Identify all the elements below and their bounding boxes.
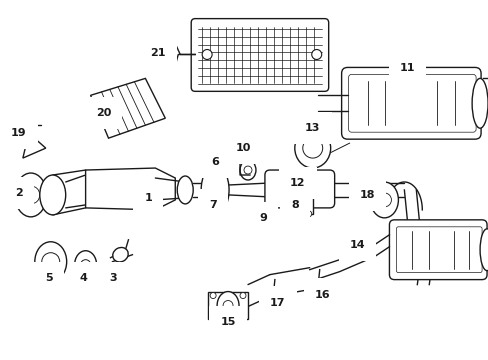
- Ellipse shape: [40, 175, 65, 215]
- Text: 13: 13: [305, 123, 320, 140]
- Text: 2: 2: [15, 188, 26, 198]
- FancyBboxPatch shape: [341, 67, 480, 139]
- Circle shape: [290, 195, 306, 211]
- Ellipse shape: [35, 242, 66, 282]
- Circle shape: [311, 50, 321, 59]
- Text: 11: 11: [391, 63, 414, 82]
- Ellipse shape: [370, 182, 398, 218]
- Text: 4: 4: [80, 267, 87, 283]
- Ellipse shape: [240, 160, 255, 180]
- Ellipse shape: [201, 165, 228, 215]
- Bar: [208, 292, 247, 319]
- Ellipse shape: [113, 247, 128, 262]
- Text: 1: 1: [144, 190, 153, 203]
- Circle shape: [244, 166, 251, 174]
- Circle shape: [302, 138, 322, 158]
- Text: 6: 6: [211, 157, 225, 168]
- Ellipse shape: [471, 78, 487, 128]
- Text: 20: 20: [96, 108, 116, 118]
- Circle shape: [81, 260, 90, 270]
- Circle shape: [210, 312, 216, 319]
- Text: 16: 16: [314, 285, 330, 300]
- Circle shape: [305, 211, 311, 217]
- Text: 12: 12: [289, 178, 305, 190]
- Text: 19: 19: [11, 128, 27, 141]
- Circle shape: [240, 312, 245, 319]
- Circle shape: [202, 50, 212, 59]
- FancyBboxPatch shape: [264, 170, 334, 208]
- Circle shape: [377, 193, 390, 207]
- Text: 17: 17: [269, 292, 285, 307]
- Ellipse shape: [217, 292, 239, 319]
- Circle shape: [305, 193, 311, 199]
- Ellipse shape: [294, 128, 330, 168]
- Polygon shape: [85, 168, 175, 210]
- Text: 15: 15: [220, 310, 235, 328]
- Polygon shape: [23, 133, 46, 158]
- Circle shape: [41, 253, 60, 271]
- Circle shape: [285, 211, 291, 217]
- Text: 18: 18: [359, 190, 379, 200]
- Circle shape: [285, 193, 291, 199]
- Text: 9: 9: [259, 210, 266, 223]
- Ellipse shape: [15, 173, 47, 217]
- Text: 7: 7: [209, 198, 217, 210]
- FancyBboxPatch shape: [191, 19, 328, 91]
- Circle shape: [210, 293, 216, 298]
- Ellipse shape: [75, 251, 96, 279]
- Polygon shape: [90, 78, 165, 138]
- Circle shape: [240, 293, 245, 298]
- FancyBboxPatch shape: [388, 220, 486, 280]
- Text: 21: 21: [150, 49, 170, 58]
- Circle shape: [223, 301, 233, 310]
- Text: 10: 10: [235, 143, 250, 161]
- Circle shape: [22, 186, 40, 204]
- Text: 14: 14: [349, 237, 365, 250]
- Ellipse shape: [177, 176, 193, 204]
- Text: 8: 8: [286, 199, 298, 210]
- Text: 3: 3: [109, 267, 117, 283]
- Text: 5: 5: [45, 267, 53, 283]
- Bar: [285, 192, 312, 214]
- Ellipse shape: [479, 229, 488, 271]
